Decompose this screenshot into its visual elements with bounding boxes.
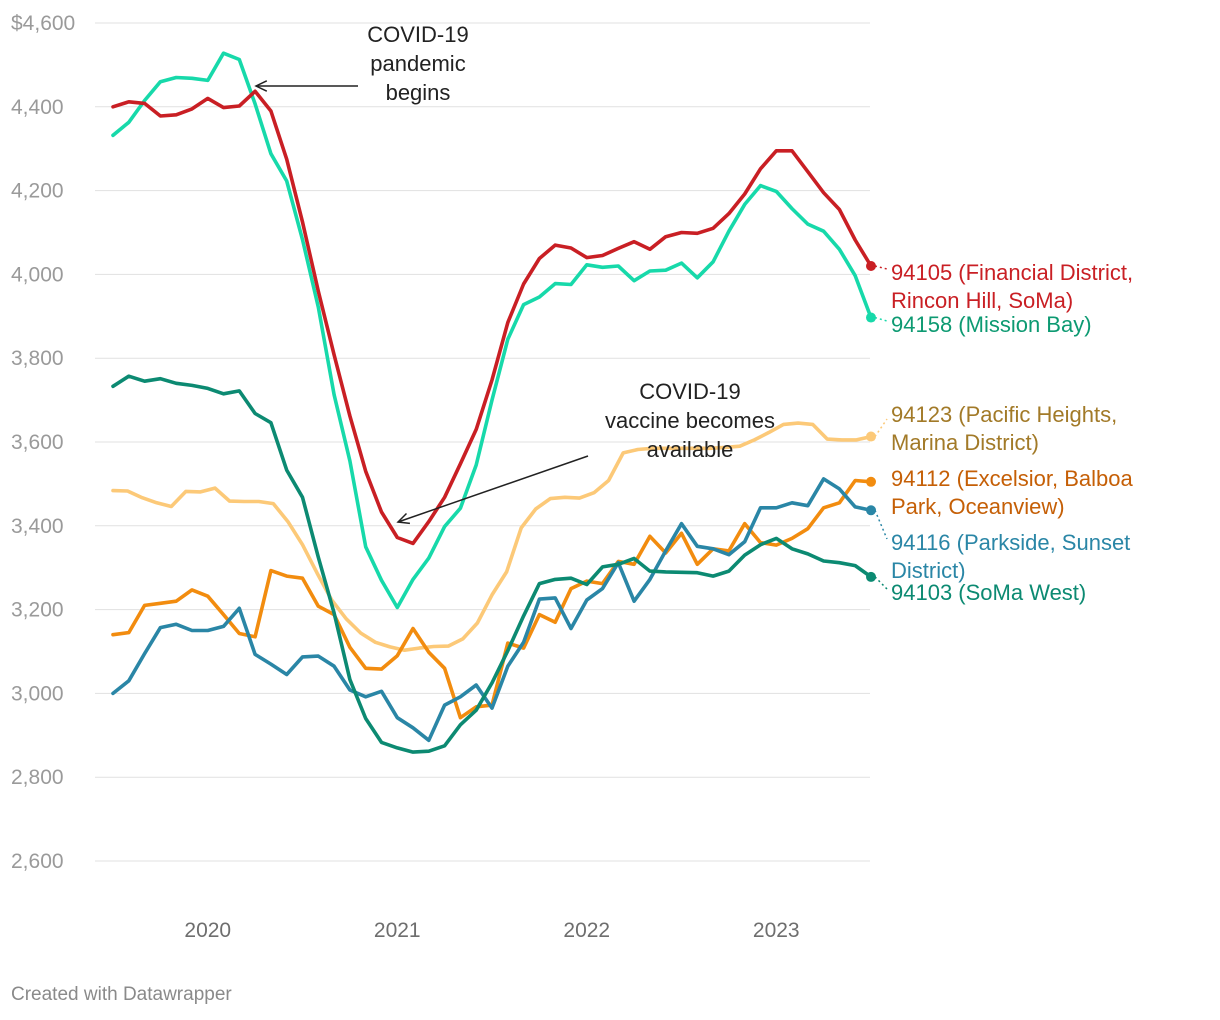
y-tick-label: 3,000 xyxy=(11,682,64,705)
label-connectors xyxy=(874,265,888,590)
x-axis-ticks: 2020 2021 2022 2023 xyxy=(184,919,799,942)
y-axis-ticks: $4,600 4,400 4,200 4,000 3,800 3,600 3,400 3,20… xyxy=(11,12,75,873)
annotation-line: COVID-19 xyxy=(639,379,740,404)
annotation-line: begins xyxy=(386,80,451,105)
series-label-line: 94116 (Parkside, Sunset xyxy=(891,530,1130,555)
y-tick-label: 2,600 xyxy=(11,850,64,873)
x-tick-label: 2021 xyxy=(374,919,421,942)
series-label-line: District) xyxy=(891,558,966,583)
annotation-vaccine: COVID-19 vaccine becomes available xyxy=(605,379,775,462)
series-line-s94116 xyxy=(111,477,873,743)
y-tick-label: 3,400 xyxy=(11,515,64,538)
annotations: COVID-19 pandemic begins COVID-19 vaccine be… xyxy=(254,22,775,525)
y-tick-label: $4,600 xyxy=(11,12,75,35)
label-connector-s94116 xyxy=(874,510,888,540)
series-label-line: Rincon Hill, SoMa) xyxy=(891,288,1073,313)
y-tick-label: 3,200 xyxy=(11,599,64,622)
series-label-s94116: 94116 (Parkside, Sunset District) xyxy=(891,530,1130,583)
y-tick-label: 4,200 xyxy=(11,180,64,203)
series-endpoint-s94112 xyxy=(866,476,876,487)
annotation-arrow-vaccine-head xyxy=(396,512,411,525)
series-label-line: 94105 (Financial District, xyxy=(891,260,1133,285)
annotation-line: COVID-19 xyxy=(367,22,468,47)
series-label-s94123: 94123 (Pacific Heights, Marina District) xyxy=(891,402,1117,455)
series-label-s94112: 94112 (Excelsior, Balboa Park, Oceanview) xyxy=(891,466,1134,519)
series-label-line: 94123 (Pacific Heights, xyxy=(891,402,1117,427)
series-label-s94105: 94105 (Financial District, Rincon Hill, S… xyxy=(891,260,1133,313)
x-tick-label: 2022 xyxy=(563,919,610,942)
series-endpoint-s94103 xyxy=(866,571,876,582)
series-labels: 94123 (Pacific Heights, Marina District)9… xyxy=(891,260,1134,605)
series-lines xyxy=(111,51,873,754)
x-tick-label: 2023 xyxy=(753,919,800,942)
label-connector-s94103 xyxy=(874,576,888,590)
series-endpoint-s94116 xyxy=(866,505,876,516)
series-label-line: 94112 (Excelsior, Balboa xyxy=(891,466,1134,491)
credit-text: Created with Datawrapper xyxy=(11,984,232,1005)
series-label-line: 94158 (Mission Bay) xyxy=(891,312,1092,337)
annotation-line: vaccine becomes xyxy=(605,408,775,433)
label-connector-s94158 xyxy=(874,316,888,322)
series-label-line: 94103 (SoMa West) xyxy=(891,580,1086,605)
x-tick-label: 2020 xyxy=(184,919,231,942)
series-label-s94158: 94158 (Mission Bay) xyxy=(891,312,1092,337)
label-connector-s94105 xyxy=(874,265,888,270)
annotation-arrow-covid-head xyxy=(254,80,268,92)
label-connector-s94123 xyxy=(874,418,888,437)
y-tick-label: 2,800 xyxy=(11,766,64,789)
series-label-s94103: 94103 (SoMa West) xyxy=(891,580,1086,605)
series-line-s94105 xyxy=(111,89,873,546)
y-tick-label: 3,600 xyxy=(11,431,64,454)
series-endpoint-s94158 xyxy=(866,312,876,323)
annotation-covid: COVID-19 pandemic begins xyxy=(367,22,468,105)
series-label-line: Park, Oceanview) xyxy=(891,494,1065,519)
annotation-line: pandemic xyxy=(370,51,465,76)
series-line-s94123 xyxy=(111,421,873,653)
series-line-s94103 xyxy=(111,374,873,754)
y-tick-label: 4,000 xyxy=(11,263,64,286)
annotation-line: available xyxy=(647,437,734,462)
y-tick-label: 4,400 xyxy=(11,96,64,119)
series-endpoint-s94105 xyxy=(866,261,876,272)
annotation-arrow-vaccine xyxy=(397,455,589,523)
series-endpoint-s94123 xyxy=(866,431,876,442)
series-line-s94158 xyxy=(111,51,873,610)
y-tick-label: 3,800 xyxy=(11,347,64,370)
series-endpoints xyxy=(866,261,876,582)
series-label-line: Marina District) xyxy=(891,430,1039,455)
